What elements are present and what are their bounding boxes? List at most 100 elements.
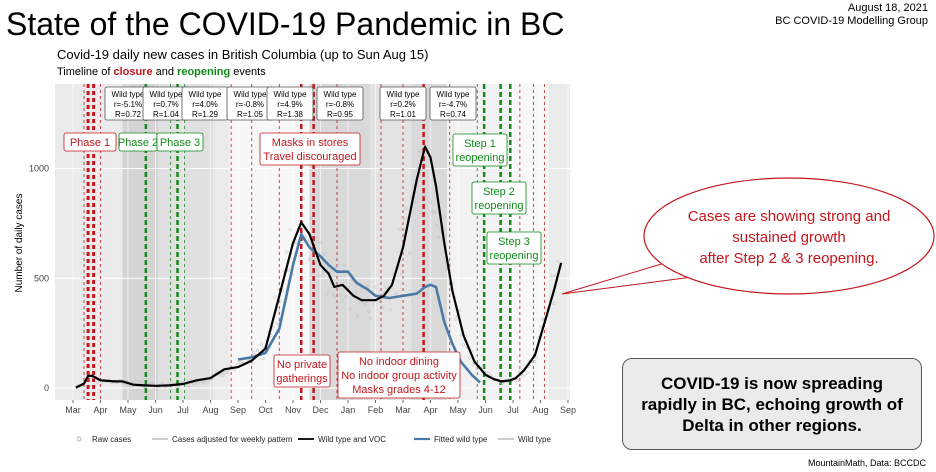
raw-case-point xyxy=(521,374,525,378)
x-tick-label-11: Feb xyxy=(368,405,384,415)
raw-case-point xyxy=(533,359,537,363)
x-tick-label-9: Dec xyxy=(312,405,329,415)
legend-item-2: Wild type and VOC xyxy=(298,435,386,444)
wild-type-box-line-1: r=4.0% xyxy=(192,100,218,109)
raw-case-point xyxy=(471,363,475,367)
raw-case-point xyxy=(250,361,254,365)
event-label-3: Masks in stores Travel discouraged xyxy=(259,132,361,166)
wild-type-box-line-0: Wild type xyxy=(189,90,222,99)
raw-case-point xyxy=(381,305,385,309)
raw-case-point xyxy=(556,259,560,263)
raw-case-point xyxy=(369,317,373,321)
subtitle-part-5: events xyxy=(230,66,266,78)
wild-type-box-line-0: Wild type xyxy=(234,90,267,99)
raw-case-point xyxy=(255,349,260,353)
callout-ellipse xyxy=(643,177,935,295)
event-label-frame xyxy=(273,354,331,388)
series-wild-type-and-voc xyxy=(75,145,563,389)
raw-case-point xyxy=(325,293,329,297)
event-label-6: Step 1 reopening xyxy=(452,133,508,167)
callout-bubble: Cases are showing strong and sustained gr… xyxy=(561,177,935,295)
raw-case-point xyxy=(186,384,190,388)
raw-case-point xyxy=(417,149,421,153)
wild-type-box-line-0: Wild type xyxy=(387,90,420,99)
raw-case-point xyxy=(223,371,227,375)
raw-case-point xyxy=(332,295,337,299)
raw-case-point xyxy=(225,370,229,375)
raw-case-point xyxy=(221,373,225,378)
event-label-line-1: No indoor group activity xyxy=(341,370,457,382)
raw-case-point xyxy=(184,384,188,388)
raw-case-point xyxy=(338,293,342,297)
raw-case-point xyxy=(486,371,491,376)
raw-case-point xyxy=(419,210,423,215)
wild-type-box-frame xyxy=(316,86,364,121)
raw-case-point xyxy=(348,307,352,311)
x-tick-label-8: Nov xyxy=(285,405,302,415)
event-label-line-0: Step 2 xyxy=(483,186,515,198)
raw-case-point xyxy=(354,291,358,295)
raw-case-point xyxy=(294,240,298,244)
wild-type-box-line-1: r=-4.7% xyxy=(439,100,467,109)
raw-case-point xyxy=(517,370,521,374)
raw-case-point xyxy=(538,325,543,329)
raw-case-point xyxy=(461,343,466,347)
wild-type-box-line-1: r=4.9% xyxy=(277,100,303,109)
x-tick-label-17: Aug xyxy=(532,405,548,415)
raw-case-point xyxy=(408,251,412,255)
wild-type-box-line-2: R=1.04 xyxy=(153,110,180,119)
raw-case-point xyxy=(402,217,406,221)
event-label-line-0: Phase 1 xyxy=(70,137,110,149)
x-tick-label-18: Sep xyxy=(560,405,576,415)
raw-case-point xyxy=(540,317,544,321)
raw-case-point xyxy=(236,360,240,364)
raw-case-point xyxy=(371,302,375,306)
raw-case-point xyxy=(475,366,479,371)
raw-case-point xyxy=(329,270,333,274)
legend-label-4: Wild type xyxy=(518,435,551,444)
wild-type-box-line-0: Wild type xyxy=(437,90,470,99)
x-tick-label-6: Sep xyxy=(230,405,246,415)
raw-case-point xyxy=(552,301,556,306)
y-axis-label: Number of daily cases xyxy=(14,194,25,293)
raw-case-point xyxy=(454,317,458,321)
subtitle-part-1: Timeline of xyxy=(57,66,114,78)
x-tick-label-15: Jun xyxy=(478,405,493,415)
x-tick-label-14: May xyxy=(449,405,467,415)
callout-joint xyxy=(667,260,701,278)
y-tick-label-1: 500 xyxy=(34,273,49,283)
event-label-5: No indoor dining No indoor group activity… xyxy=(337,351,461,399)
series-fitted-wild-type xyxy=(237,233,481,384)
raw-case-point xyxy=(319,240,323,244)
x-tick-label-3: Jun xyxy=(148,405,163,415)
raw-case-point xyxy=(342,263,346,267)
raw-case-point xyxy=(252,350,256,354)
raw-case-point xyxy=(302,196,306,200)
report-date: August 18, 2021 xyxy=(847,2,928,14)
event-label-line-1: gatherings xyxy=(276,373,328,385)
subtitle-part-3: and xyxy=(152,66,178,78)
legend-item-3: Fitted wild type xyxy=(414,435,488,444)
wild-type-box-line-2: R=1.05 xyxy=(237,110,264,119)
event-label-frame xyxy=(486,231,542,265)
raw-case-point xyxy=(363,302,367,306)
callout-text-line-0: Cases are showing strong and xyxy=(688,208,891,225)
raw-case-point xyxy=(309,216,313,220)
event-label-frame xyxy=(337,351,461,399)
raw-case-point xyxy=(373,285,377,289)
organization: BC COVID-19 Modelling Group xyxy=(775,15,928,27)
legend-label-1: Cases adjusted for weekly pattern xyxy=(172,435,293,444)
raw-case-point xyxy=(525,371,529,375)
event-label-frame xyxy=(259,132,361,166)
raw-case-point xyxy=(433,211,437,215)
wild-type-box-line-1: r=-0.8% xyxy=(326,100,354,109)
wild-type-box-line-0: Wild type xyxy=(324,90,357,99)
chart-subtitle: Timeline of closure and reopening events xyxy=(57,66,266,78)
raw-case-point xyxy=(398,227,402,231)
raw-case-point xyxy=(334,265,339,269)
raw-case-point xyxy=(356,314,360,318)
callout-text-line-1: sustained growth xyxy=(732,229,845,246)
